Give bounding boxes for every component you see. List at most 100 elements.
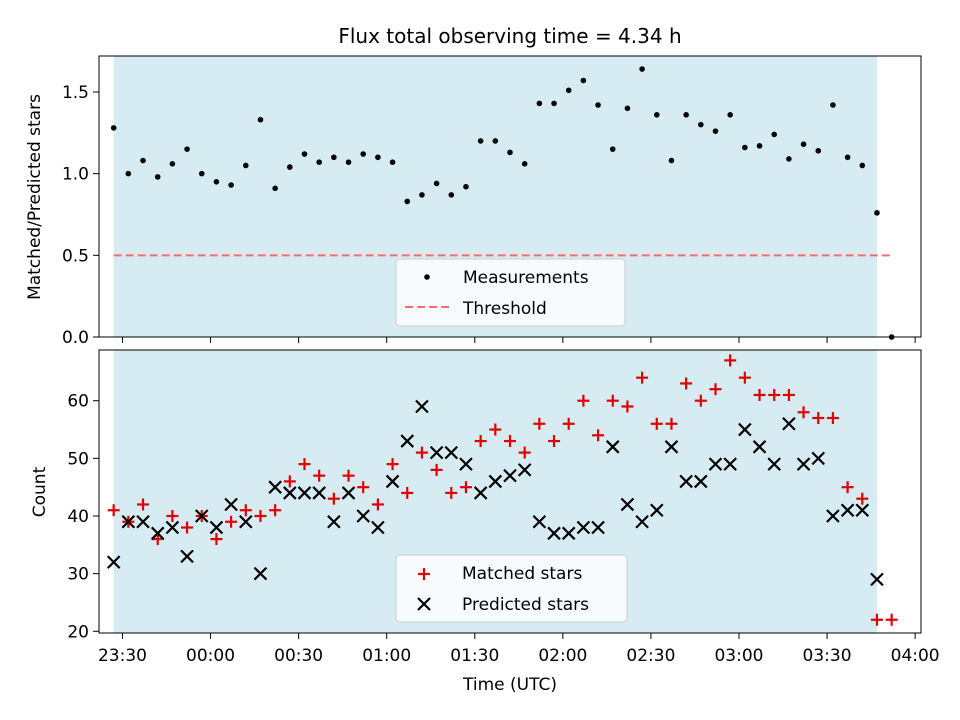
- legend-predicted-label: Predicted stars: [462, 595, 589, 615]
- predicted-star-point: [415, 399, 429, 414]
- measurement-point: [683, 112, 689, 118]
- predicted-star-point: [371, 520, 385, 535]
- predicted-star-point: [459, 457, 473, 471]
- predicted-x-b: [400, 434, 415, 448]
- predicted-x-b: [694, 474, 708, 489]
- x-tick-label: 02:00: [538, 646, 587, 666]
- measurement-point: [874, 210, 880, 216]
- predicted-star-point: [150, 526, 165, 541]
- predicted-x-b: [517, 463, 532, 477]
- predicted-star-point: [180, 549, 194, 564]
- measurement-point: [228, 182, 234, 188]
- measurement-point: [698, 121, 704, 128]
- matched-star-point: [768, 388, 781, 401]
- predicted-x-b: [106, 555, 121, 569]
- predicted-x-b: [136, 514, 150, 529]
- measurement-point: [609, 146, 616, 152]
- predicted-x-b: [708, 457, 723, 471]
- predicted-star-point: [224, 497, 238, 512]
- matched-star-point: [254, 509, 267, 522]
- x-tick-label: 03:30: [803, 646, 852, 666]
- x-tick-label: 02:30: [626, 646, 675, 666]
- predicted-x-b: [782, 416, 796, 431]
- matched-star-point: [239, 504, 252, 517]
- legend-matched-marker: [418, 568, 430, 580]
- predicted-x-b: [620, 497, 635, 512]
- matched-star-point: [166, 509, 179, 522]
- predicted-star-point: [253, 566, 268, 581]
- predicted-star-point: [327, 514, 341, 529]
- predicted-star-point: [826, 509, 840, 523]
- predicted-star-point: [194, 509, 209, 523]
- measurement-point: [375, 154, 381, 161]
- measurement-point: [844, 154, 851, 161]
- top-legend-box: [395, 258, 626, 327]
- matched-star-point: [489, 423, 502, 436]
- x-tick-label: 01:30: [450, 646, 499, 666]
- measurement-point: [125, 170, 132, 177]
- bottom-y-tick-label: 30: [67, 565, 89, 585]
- predicted-star-point: [547, 526, 561, 541]
- x-tick-label: 03:00: [714, 646, 763, 666]
- predicted-star-point: [136, 514, 150, 529]
- measurement-point: [786, 156, 792, 162]
- predicted-star-point: [576, 520, 591, 535]
- predicted-star-point: [855, 503, 870, 518]
- predicted-star-point: [165, 520, 180, 535]
- legend-threshold-label: Threshold: [462, 299, 547, 319]
- measurement-point: [198, 170, 205, 177]
- matched-star-point: [504, 435, 516, 448]
- top-legend: Measurements Threshold: [395, 258, 626, 327]
- measurement-point: [345, 159, 352, 165]
- measurement-point: [668, 157, 675, 164]
- measurement-point: [463, 183, 469, 190]
- matched-star-point: [269, 504, 282, 517]
- matched-star-point: [327, 492, 340, 505]
- predicted-x-b: [194, 509, 209, 523]
- matched-star-point: [386, 458, 399, 471]
- predicted-x-b: [312, 486, 326, 500]
- matched-star-point: [401, 486, 414, 499]
- bottom-y-tick-label: 40: [67, 507, 89, 527]
- matched-star-point: [665, 417, 678, 430]
- predicted-star-point: [738, 422, 752, 437]
- matched-star-point: [313, 469, 326, 482]
- predicted-x-b: [826, 509, 840, 523]
- predicted-x-b: [327, 514, 341, 529]
- bottom-y-tick-label: 60: [67, 392, 89, 412]
- measurement-point: [448, 192, 455, 198]
- x-tick-label: 23:30: [98, 646, 147, 666]
- measurement-point: [859, 162, 866, 169]
- predicted-x-b: [650, 503, 664, 518]
- measurement-point: [536, 100, 543, 107]
- matched-star-point: [870, 613, 883, 626]
- bottom-panel: 20 30 40 50 60 23:30 00:00 00:30 01:00 01:30 02:00…: [30, 349, 940, 695]
- measurement-point: [242, 162, 249, 169]
- predicted-x-b: [605, 440, 620, 454]
- matched-star-point: [738, 371, 751, 384]
- matched-star-point: [812, 412, 825, 425]
- matched-star-point: [636, 371, 649, 384]
- predicted-star-point: [297, 486, 312, 500]
- matched-star-point: [856, 492, 869, 505]
- legend-matched-label: Matched stars: [462, 564, 582, 584]
- measurement-point: [213, 178, 220, 185]
- predicted-star-point: [605, 440, 620, 454]
- predicted-star-point: [650, 503, 664, 518]
- predicted-star-point: [752, 440, 767, 454]
- predicted-star-point: [532, 514, 547, 529]
- measurement-point: [639, 66, 645, 72]
- measurement-point: [477, 138, 484, 144]
- bottom-y-axis-label: Count: [30, 466, 50, 517]
- predicted-star-point: [106, 555, 121, 569]
- matched-star-point: [107, 504, 120, 517]
- predicted-star-point: [767, 457, 781, 471]
- predicted-x-b: [239, 514, 253, 529]
- measurement-point: [712, 128, 719, 134]
- predicted-x-b: [444, 445, 459, 460]
- legend-measurements-label: Measurements: [463, 268, 589, 288]
- chart-title: Flux total observing time = 4.34 h: [338, 24, 681, 48]
- predicted-x-b: [268, 480, 282, 494]
- measurement-point: [507, 149, 513, 156]
